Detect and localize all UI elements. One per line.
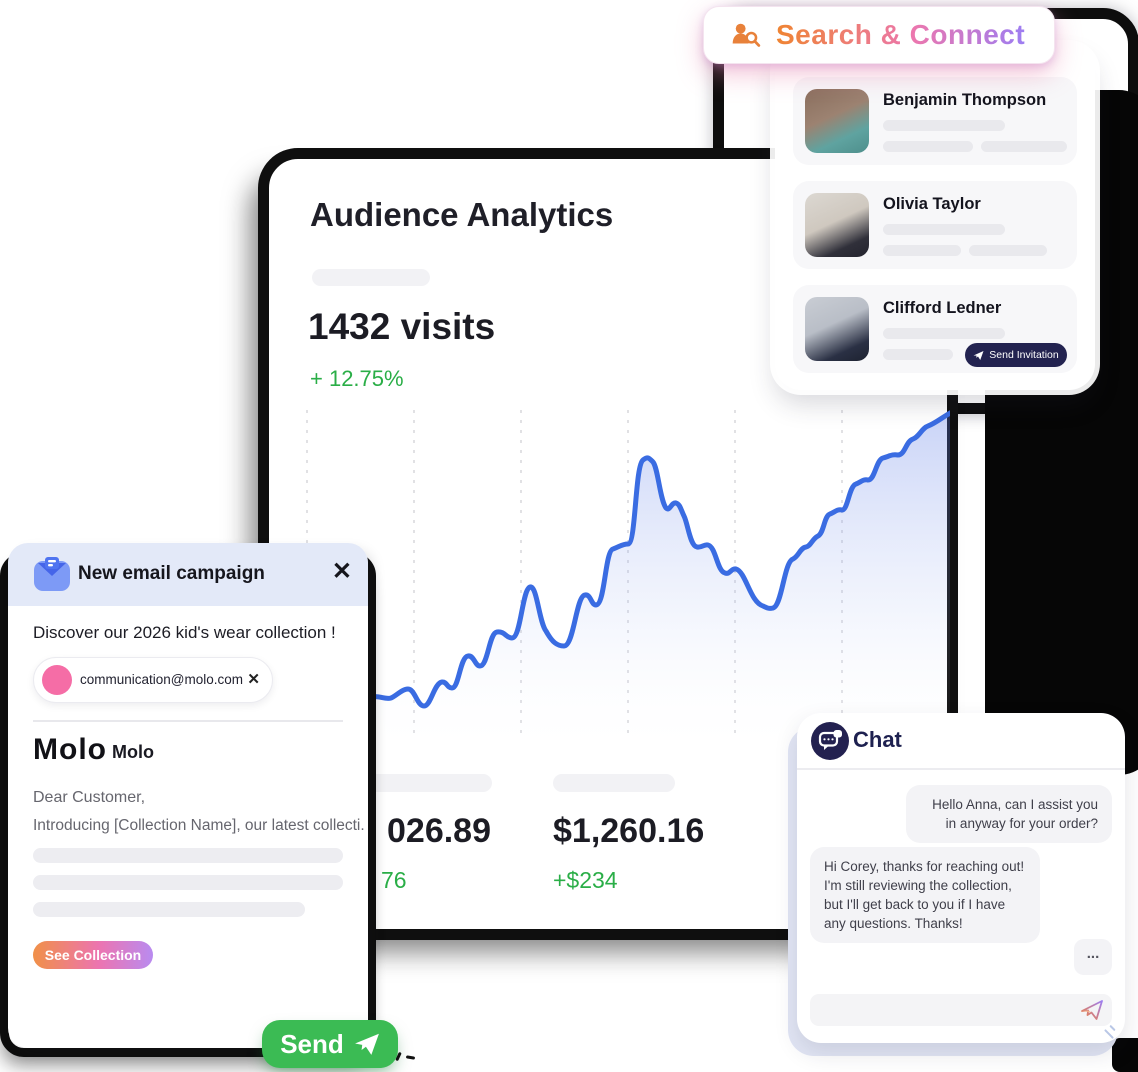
email-card-header: New email campaign ✕ <box>8 543 368 606</box>
chat-icon <box>811 722 849 760</box>
profile-row-benjamin[interactable]: Benjamin Thompson <box>793 77 1077 165</box>
placeholder-bar <box>883 328 1005 339</box>
placeholder-bar <box>883 224 1005 235</box>
placeholder-bar <box>981 141 1067 152</box>
placeholder-bar <box>553 774 675 792</box>
recipient-avatar <box>42 665 72 695</box>
email-body-line-1: Dear Customer, <box>33 789 146 806</box>
click-spark <box>405 1055 416 1060</box>
placeholder-bar <box>883 245 961 256</box>
profile-name: Benjamin Thompson <box>883 91 1047 109</box>
chat-card: Chat Hello Anna, can I assist you in any… <box>797 713 1125 1043</box>
visits-delta: + 12.75% <box>310 366 404 391</box>
profile-row-clifford[interactable]: Clifford Ledner Send Invitation <box>793 285 1077 373</box>
chat-message-agent: Hello Anna, can I assist you in anyway f… <box>906 785 1112 843</box>
chat-message-customer: Hi Corey, thanks for reaching out! I'm s… <box>810 847 1040 943</box>
send-invitation-label: Send Invitation <box>989 349 1059 361</box>
placeholder-bar <box>883 141 973 152</box>
see-collection-button[interactable]: See Collection <box>33 941 153 969</box>
user-search-icon <box>732 23 761 47</box>
stat-delta-2: +$234 <box>553 867 618 893</box>
placeholder-bar <box>312 269 430 286</box>
visits-area-chart <box>278 410 950 758</box>
email-subject: Discover our 2026 kid's wear collection … <box>33 623 336 642</box>
analytics-title: Audience Analytics <box>310 196 614 233</box>
profile-name: Clifford Ledner <box>883 299 1002 317</box>
resize-handle <box>1104 1029 1114 1039</box>
stat-value-2: $1,260.16 <box>553 812 705 850</box>
new-email-campaign-card: New email campaign ✕ Discover our 2026 k… <box>8 543 368 1048</box>
placeholder-bar <box>364 774 492 792</box>
divider <box>33 720 343 722</box>
email-card-title: New email campaign <box>78 563 265 584</box>
placeholder-bar <box>33 902 305 917</box>
remove-recipient-icon[interactable]: ✕ <box>247 671 260 688</box>
see-collection-label: See Collection <box>44 947 142 963</box>
visits-value: 1432 visits <box>308 306 496 347</box>
search-connect-button[interactable]: Search & Connect <box>703 6 1055 64</box>
recipient-email: communication@molo.com <box>80 672 244 687</box>
chat-send-icon[interactable] <box>1080 999 1104 1021</box>
placeholder-bar <box>33 848 343 863</box>
avatar-benjamin <box>805 89 869 153</box>
search-connect-label: Search & Connect <box>776 19 1026 50</box>
search-connect-results-card: Benjamin Thompson Olivia Taylor Clifford… <box>775 45 1095 390</box>
avatar-clifford <box>805 297 869 361</box>
chart-line <box>278 410 950 709</box>
resize-handle <box>1109 1024 1116 1032</box>
email-envelope-icon <box>34 557 70 591</box>
recipient-chip[interactable]: communication@molo.com ✕ <box>33 657 273 703</box>
typing-indicator: ... <box>1074 939 1112 975</box>
stat-delta-1: 76 <box>381 867 407 893</box>
chat-title: Chat <box>853 727 902 752</box>
chart-area-fill <box>278 413 950 758</box>
chat-message-input[interactable] <box>810 994 1112 1026</box>
send-label: Send <box>280 1028 344 1059</box>
email-body-line-2: Introducing [Collection Name], our lates… <box>33 817 365 834</box>
placeholder-bar <box>883 120 1005 131</box>
avatar-olivia <box>805 193 869 257</box>
paper-plane-icon <box>973 350 984 360</box>
send-button[interactable]: Send <box>262 1020 398 1068</box>
chat-header: Chat <box>797 713 1125 770</box>
placeholder-bar <box>33 875 343 890</box>
close-icon[interactable]: ✕ <box>331 558 352 585</box>
send-plane-icon <box>354 1033 379 1055</box>
send-invitation-button[interactable]: Send Invitation <box>965 343 1067 367</box>
stat-value-1: 026.89 <box>387 812 491 850</box>
profile-name: Olivia Taylor <box>883 195 981 213</box>
placeholder-bar <box>969 245 1047 256</box>
profile-row-olivia[interactable]: Olivia Taylor <box>793 181 1077 269</box>
brand-name: Molo <box>112 742 154 762</box>
bottom-right-dark-corner <box>1112 1038 1138 1072</box>
molo-logo: Molo <box>33 733 107 766</box>
placeholder-bar <box>883 349 953 360</box>
